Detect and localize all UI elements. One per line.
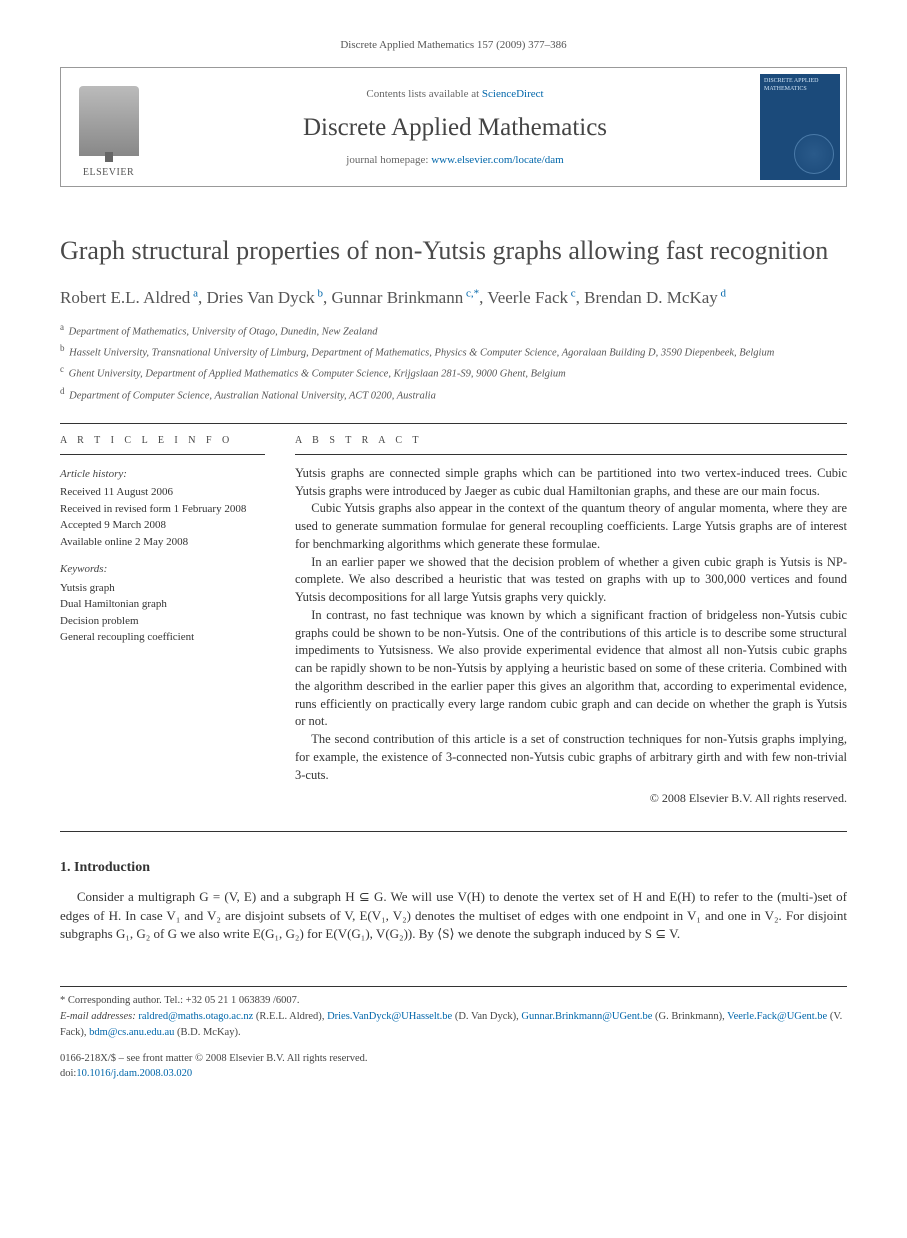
header-citation: Discrete Applied Mathematics 157 (2009) … (60, 38, 847, 53)
abstract-paragraph: Cubic Yutsis graphs also appear in the c… (295, 500, 847, 553)
contents-line: Contents lists available at ScienceDirec… (156, 87, 754, 102)
history-body: Received 11 August 2006Received in revis… (60, 484, 265, 550)
homepage-link[interactable]: www.elsevier.com/locate/dam (431, 154, 563, 166)
info-rule (60, 454, 265, 455)
affiliation: d Department of Computer Science, Austra… (60, 384, 847, 405)
history-item: Accepted 9 March 2008 (60, 517, 265, 534)
journal-cover-thumbnail: DISCRETE APPLIED MATHEMATICS (760, 74, 840, 180)
sciencedirect-link[interactable]: ScienceDirect (482, 88, 544, 100)
author: Robert E.L. Aldred a (60, 288, 198, 307)
history-item: Received in revised form 1 February 2008 (60, 501, 265, 518)
author: Gunnar Brinkmann c,* (331, 288, 479, 307)
history-item: Available online 2 May 2008 (60, 534, 265, 551)
homepage-line: journal homepage: www.elsevier.com/locat… (156, 153, 754, 168)
keyword-item: Yutsis graph (60, 580, 265, 597)
article-info-column: A R T I C L E I N F O Article history: R… (60, 434, 265, 807)
abstract-paragraph: In contrast, no fast technique was known… (295, 607, 847, 731)
corresponding-author-note: * Corresponding author. Tel.: +32 05 21 … (60, 993, 847, 1009)
footnotes-block: * Corresponding author. Tel.: +32 05 21 … (60, 986, 847, 1040)
author-affil-marker: c (568, 287, 576, 299)
banner-center: Contents lists available at ScienceDirec… (156, 68, 754, 186)
keywords-block: Keywords: Yutsis graphDual Hamiltonian g… (60, 562, 265, 645)
contents-prefix: Contents lists available at (366, 88, 481, 100)
section-heading-intro: 1. Introduction (60, 858, 847, 878)
affiliation: b Hasselt University, Transnational Univ… (60, 341, 847, 362)
top-rule (60, 423, 847, 424)
affiliation: a Department of Mathematics, University … (60, 320, 847, 341)
email-link[interactable]: bdm@cs.anu.edu.au (89, 1027, 174, 1038)
author: Brendan D. McKay d (584, 288, 726, 307)
history-block: Article history: Received 11 August 2006… (60, 467, 265, 550)
homepage-prefix: journal homepage: (346, 154, 431, 166)
email-line: E-mail addresses: raldred@maths.otago.ac… (60, 1009, 847, 1041)
abstract-text: Yutsis graphs are connected simple graph… (295, 465, 847, 785)
email-link[interactable]: Gunnar.Brinkmann@UGent.be (521, 1011, 652, 1022)
affiliation: c Ghent University, Department of Applie… (60, 362, 847, 383)
elsevier-tree-icon (79, 86, 139, 156)
abstract-copyright: © 2008 Elsevier B.V. All rights reserved… (295, 790, 847, 807)
abstract-rule (295, 454, 847, 455)
intro-paragraph: Consider a multigraph G = (V, E) and a s… (60, 888, 847, 945)
cover-thumb-block: DISCRETE APPLIED MATHEMATICS (754, 68, 846, 186)
author-affil-marker: d (718, 287, 726, 299)
keyword-item: General recoupling coefficient (60, 629, 265, 646)
history-item: Received 11 August 2006 (60, 484, 265, 501)
doi-line: doi:10.1016/j.dam.2008.03.020 (60, 1066, 847, 1082)
author-affil-marker: c,* (463, 287, 479, 299)
abstract-label: A B S T R A C T (295, 434, 847, 448)
publisher-label: ELSEVIER (83, 166, 134, 180)
author-affil-marker: b (315, 287, 323, 299)
author: Veerle Fack c (487, 288, 575, 307)
keywords-label: Keywords: (60, 562, 265, 577)
corr-text: Corresponding author. Tel.: +32 05 21 1 … (68, 995, 300, 1006)
affiliations-block: a Department of Mathematics, University … (60, 320, 847, 405)
footer-meta: 0166-218X/$ – see front matter © 2008 El… (60, 1051, 847, 1083)
history-label: Article history: (60, 467, 265, 482)
article-info-label: A R T I C L E I N F O (60, 434, 265, 448)
authors-line: Robert E.L. Aldred a, Dries Van Dyck b, … (60, 286, 847, 310)
abstract-paragraph: Yutsis graphs are connected simple graph… (295, 465, 847, 501)
abstract-column: A B S T R A C T Yutsis graphs are connec… (295, 434, 847, 807)
publisher-logo-block: ELSEVIER (61, 68, 156, 186)
keyword-item: Decision problem (60, 613, 265, 630)
email-label: E-mail addresses: (60, 1011, 136, 1022)
doi-label: doi: (60, 1068, 76, 1079)
journal-banner: ELSEVIER Contents lists available at Sci… (60, 67, 847, 187)
author-affil-marker: a (190, 287, 198, 299)
doi-link[interactable]: 10.1016/j.dam.2008.03.020 (76, 1068, 192, 1079)
abstract-paragraph: The second contribution of this article … (295, 731, 847, 784)
author: Dries Van Dyck b (206, 288, 323, 307)
bottom-rule (60, 831, 847, 832)
article-title: Graph structural properties of non-Yutsi… (60, 235, 847, 268)
corr-marker: * (60, 995, 65, 1006)
email-link[interactable]: raldred@maths.otago.ac.nz (138, 1011, 253, 1022)
keyword-item: Dual Hamiltonian graph (60, 596, 265, 613)
journal-name: Discrete Applied Mathematics (156, 110, 754, 145)
email-link[interactable]: Veerle.Fack@UGent.be (727, 1011, 827, 1022)
email-link[interactable]: Dries.VanDyck@UHasselt.be (327, 1011, 452, 1022)
abstract-paragraph: In an earlier paper we showed that the d… (295, 554, 847, 607)
issn-line: 0166-218X/$ – see front matter © 2008 El… (60, 1051, 847, 1067)
keywords-body: Yutsis graphDual Hamiltonian graphDecisi… (60, 580, 265, 646)
